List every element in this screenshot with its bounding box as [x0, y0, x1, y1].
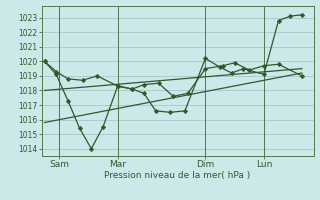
X-axis label: Pression niveau de la mer( hPa ): Pression niveau de la mer( hPa ) — [104, 171, 251, 180]
